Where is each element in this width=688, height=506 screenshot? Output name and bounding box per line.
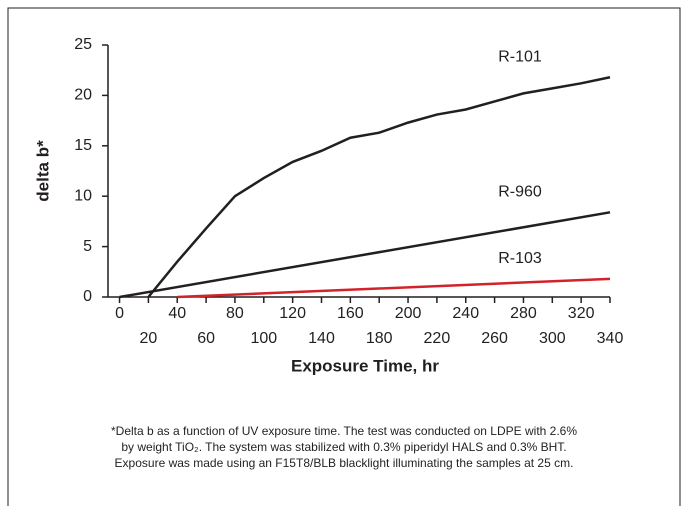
x-tick-label: 40	[168, 305, 186, 322]
x-tick-label: 220	[424, 330, 451, 347]
x-tick-label: 280	[510, 305, 537, 322]
x-tick-label: 20	[139, 330, 157, 347]
x-tick-label: 260	[481, 330, 508, 347]
x-tick-label: 160	[337, 305, 364, 322]
y-tick-label: 25	[74, 36, 92, 53]
x-tick-label: 60	[197, 330, 215, 347]
x-tick-label: 140	[308, 330, 335, 347]
x-tick-label: 180	[366, 330, 393, 347]
series-line	[177, 277, 611, 299]
frame	[7, 7, 681, 506]
y-axis-label: delta b*	[33, 140, 52, 202]
x-tick-label: 200	[395, 305, 422, 322]
x-tick-label: 320	[568, 305, 595, 322]
series-label: R-103	[498, 250, 542, 267]
x-tick-label: 100	[250, 330, 277, 347]
x-tick-label: 120	[279, 305, 306, 322]
x-tick-label: 300	[539, 330, 566, 347]
series-line	[147, 76, 611, 298]
y-tick-label: 5	[83, 238, 92, 255]
x-axis-label: Exposure Time, hr	[291, 356, 439, 375]
x-tick-label: 80	[226, 305, 244, 322]
footnote: by weight TiO₂. The system was stabilize…	[121, 440, 566, 454]
y-tick-label: 20	[74, 87, 92, 104]
y-tick-label: 15	[74, 137, 92, 154]
x-tick-label: 0	[115, 305, 124, 322]
y-tick-label: 0	[83, 288, 92, 305]
series-line	[119, 211, 611, 299]
footnote: *Delta b as a function of UV exposure ti…	[111, 424, 577, 438]
y-tick-label: 10	[74, 187, 92, 204]
x-tick-label: 240	[452, 305, 479, 322]
footnote: Exposure was made using an F15T8/BLB bla…	[115, 456, 574, 470]
series-label: R-101	[498, 48, 542, 65]
series-label: R-960	[498, 184, 542, 201]
x-tick-label: 340	[597, 330, 624, 347]
